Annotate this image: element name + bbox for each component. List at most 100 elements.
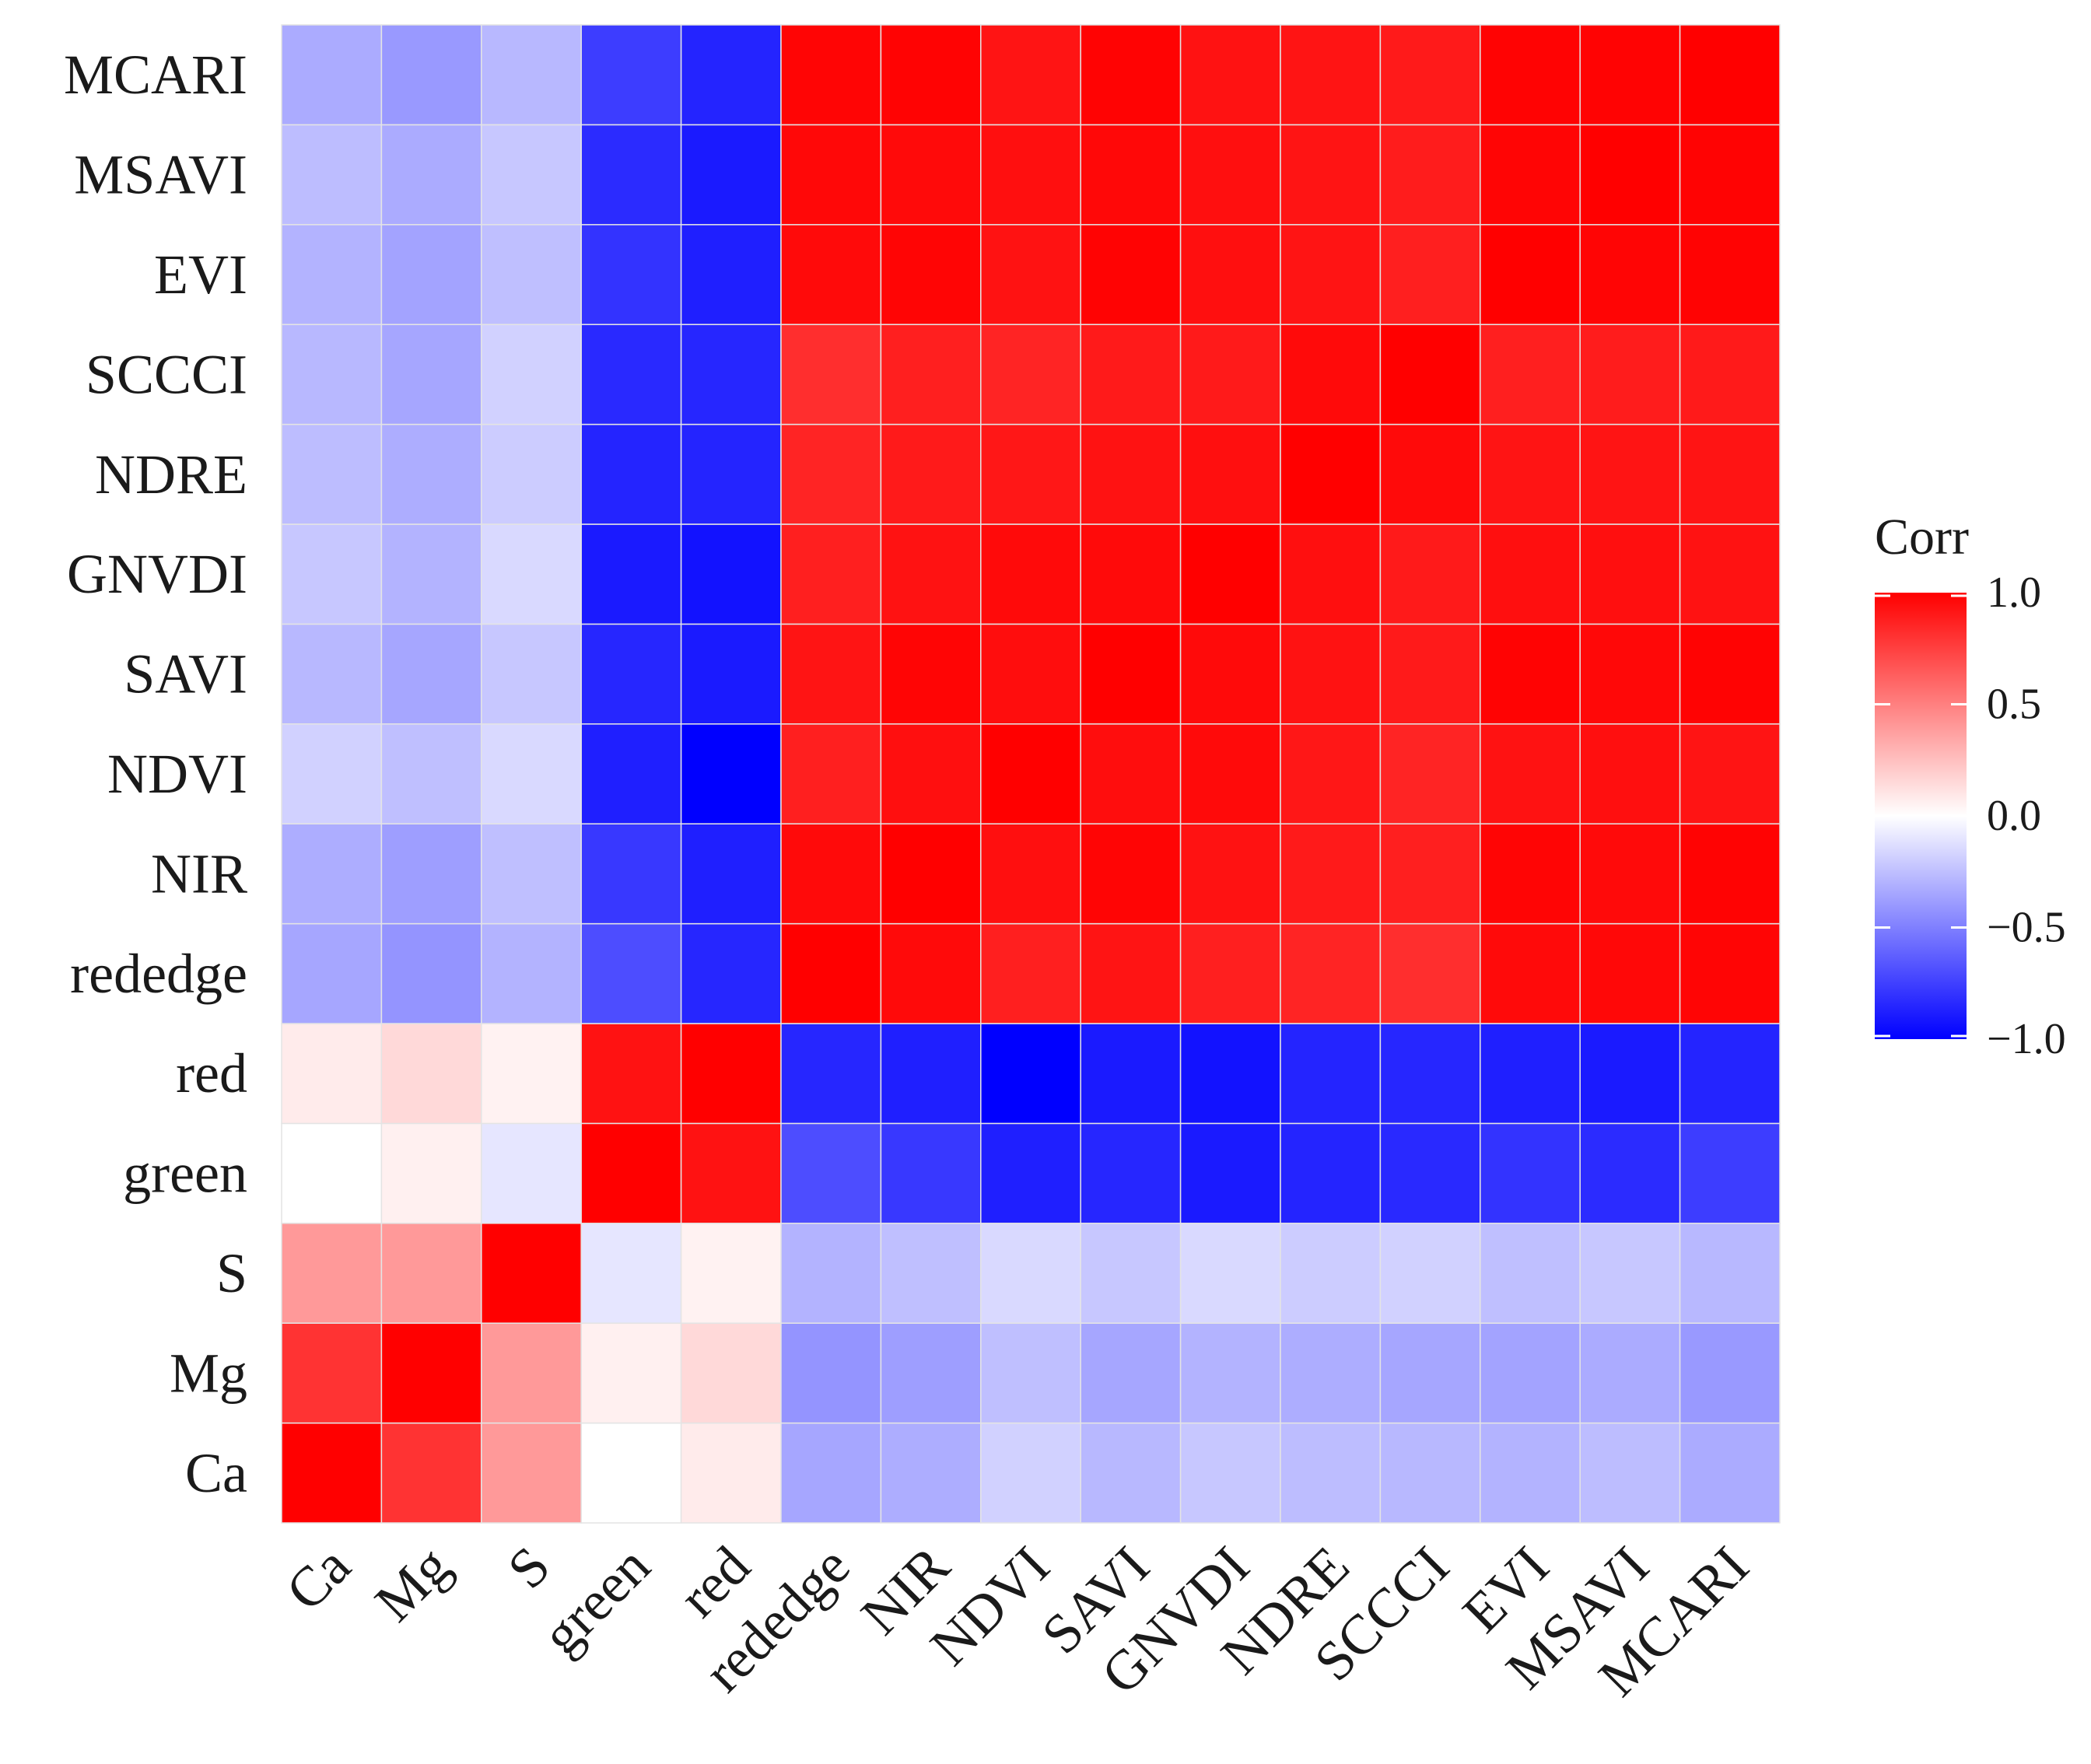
heatmap-cell-SAVI-NDVI (980, 623, 1081, 725)
heatmap-cell-green-MSAVI (1579, 1122, 1681, 1224)
heatmap-cell-S-red (680, 1223, 782, 1324)
heatmap-cell-GNVDI-EVI (1480, 523, 1581, 625)
heatmap-cell-NDVI-NDVI (980, 723, 1081, 824)
heatmap-cell-S-EVI (1480, 1223, 1581, 1324)
heatmap-cell-S-GNVDI (1179, 1223, 1281, 1324)
y-tick-label-Ca: Ca (185, 1442, 247, 1504)
y-tick-label-rededge: rededge (70, 943, 247, 1005)
legend-tick-label: 1.0 (1987, 569, 2041, 617)
heatmap-cell-Mg-NIR (880, 1322, 982, 1424)
heatmap-cell-MCARI-S (481, 24, 582, 126)
heatmap-cell-red-NDVI (980, 1023, 1081, 1125)
heatmap-cell-SAVI-green (580, 623, 682, 725)
heatmap-cell-rededge-NDVI (980, 922, 1081, 1024)
heatmap-cell-green-Mg (380, 1122, 482, 1224)
heatmap-cell-MSAVI-SAVI (1080, 124, 1182, 226)
heatmap-cell-green-Ca (281, 1122, 383, 1224)
heatmap-cell-EVI-MCARI (1679, 224, 1781, 325)
heatmap-cell-SCCCI-green (580, 324, 682, 425)
heatmap-cell-SCCCI-Ca (281, 324, 383, 425)
heatmap-cell-SCCCI-MCARI (1679, 324, 1781, 425)
y-tick-label-SCCCI: SCCCI (86, 343, 247, 405)
y-tick-label-EVI: EVI (154, 243, 247, 306)
heatmap-cell-Mg-SCCCI (1379, 1322, 1481, 1424)
heatmap-cell-NIR-Mg (380, 823, 482, 925)
heatmap-cell-NDVI-Mg (380, 723, 482, 824)
heatmap-cell-NDVI-EVI (1480, 723, 1581, 824)
heatmap-cell-NIR-NDVI (980, 823, 1081, 925)
heatmap-cell-Mg-NDVI (980, 1322, 1081, 1424)
heatmap-cell-red-MCARI (1679, 1023, 1781, 1125)
y-tick-label-NDRE: NDRE (95, 443, 247, 506)
heatmap-cell-GNVDI-NIR (880, 523, 982, 625)
heatmap-cell-NIR-MSAVI (1579, 823, 1681, 925)
heatmap-cell-EVI-rededge (780, 224, 882, 325)
heatmap-cell-rededge-MCARI (1679, 922, 1781, 1024)
heatmap-cell-SCCCI-red (680, 324, 782, 425)
heatmap-cell-green-EVI (1480, 1122, 1581, 1224)
heatmap-cell-red-rededge (780, 1023, 882, 1125)
heatmap-cell-GNVDI-green (580, 523, 682, 625)
heatmap-cell-Mg-GNVDI (1179, 1322, 1281, 1424)
heatmap-cell-MCARI-EVI (1480, 24, 1581, 126)
heatmap-cell-NIR-MCARI (1679, 823, 1781, 925)
heatmap-cell-NDVI-Ca (281, 723, 383, 824)
heatmap-cell-SAVI-MSAVI (1579, 623, 1681, 725)
heatmap-cell-NDVI-MCARI (1679, 723, 1781, 824)
heatmap-cell-MCARI-NIR (880, 24, 982, 126)
heatmap-cell-green-SAVI (1080, 1122, 1182, 1224)
heatmap-cell-MCARI-NDRE (1280, 24, 1382, 126)
heatmap-cell-EVI-S (481, 224, 582, 325)
heatmap-cell-green-NDVI (980, 1122, 1081, 1224)
y-tick-label-NDVI: NDVI (107, 743, 247, 805)
heatmap-cell-red-MSAVI (1579, 1023, 1681, 1125)
heatmap-cell-rededge-red (680, 922, 782, 1024)
heatmap-cell-rededge-SCCCI (1379, 922, 1481, 1024)
heatmap-cell-red-NDRE (1280, 1023, 1382, 1125)
heatmap-cell-Ca-MCARI (1679, 1422, 1781, 1524)
heatmap-cell-red-SAVI (1080, 1023, 1182, 1125)
heatmap-cell-red-Mg (380, 1023, 482, 1125)
heatmap-cell-NDRE-MSAVI (1579, 423, 1681, 525)
heatmap-cell-NIR-rededge (780, 823, 882, 925)
heatmap-cell-SCCCI-MSAVI (1579, 324, 1681, 425)
heatmap-cell-S-MSAVI (1579, 1223, 1681, 1324)
heatmap-cell-Mg-SAVI (1080, 1322, 1182, 1424)
heatmap-cell-SCCCI-SAVI (1080, 324, 1182, 425)
heatmap-cell-Ca-SAVI (1080, 1422, 1182, 1524)
heatmap-cell-NIR-GNVDI (1179, 823, 1281, 925)
heatmap-cell-Ca-NDVI (980, 1422, 1081, 1524)
legend: Corr 1.0 0.5 0.0 −0.5 −1.0 (1875, 509, 2066, 1063)
heatmap-cell-S-SCCCI (1379, 1223, 1481, 1324)
heatmap-cell-SAVI-SAVI (1080, 623, 1182, 725)
heatmap-cell-MSAVI-red (680, 124, 782, 226)
heatmap-cell-rededge-EVI (1480, 922, 1581, 1024)
heatmap-cell-green-SCCCI (1379, 1122, 1481, 1224)
heatmap-cell-MCARI-GNVDI (1179, 24, 1281, 126)
heatmap-cell-MSAVI-S (481, 124, 582, 226)
heatmap-cell-MCARI-NDVI (980, 24, 1081, 126)
heatmap-cell-SAVI-NIR (880, 623, 982, 725)
heatmap-cell-GNVDI-GNVDI (1179, 523, 1281, 625)
heatmap-cell-NIR-SAVI (1080, 823, 1182, 925)
heatmap-cell-MSAVI-MCARI (1679, 124, 1781, 226)
heatmap-cell-SCCCI-rededge (780, 324, 882, 425)
heatmap-cell-green-GNVDI (1179, 1122, 1281, 1224)
heatmap-cell-SAVI-GNVDI (1179, 623, 1281, 725)
heatmap-cell-NIR-S (481, 823, 582, 925)
heatmap-cell-Mg-EVI (1480, 1322, 1581, 1424)
heatmap-cell-green-S (481, 1122, 582, 1224)
heatmap-cell-EVI-SCCCI (1379, 224, 1481, 325)
heatmap-cell-SCCCI-S (481, 324, 582, 425)
heatmap-cell-EVI-NDVI (980, 224, 1081, 325)
heatmap-cell-NIR-green (580, 823, 682, 925)
y-tick-label-NIR: NIR (151, 842, 247, 905)
heatmap-cell-red-S (481, 1023, 582, 1125)
heatmap-cell-MCARI-MCARI (1679, 24, 1781, 126)
heatmap-cell-MSAVI-green (580, 124, 682, 226)
y-tick-label-SAVI: SAVI (124, 643, 247, 705)
heatmap-cell-S-MCARI (1679, 1223, 1781, 1324)
heatmap-cell-NDRE-green (580, 423, 682, 525)
heatmap-cell-MSAVI-SCCCI (1379, 124, 1481, 226)
